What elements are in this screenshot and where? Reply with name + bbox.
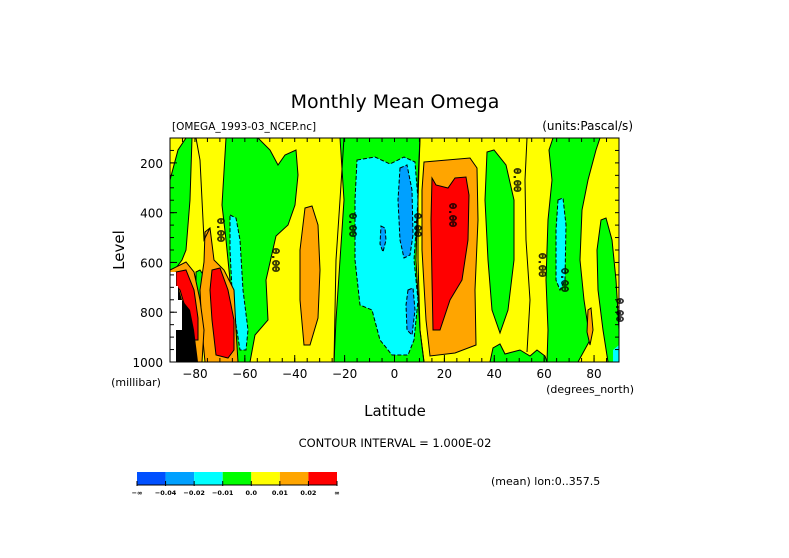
contour-line [417,138,425,362]
x-axis-units: (degrees_north) [546,383,634,396]
region-green-nh-60 [545,138,601,362]
colorbar-label: −∞ [132,489,143,497]
contour-label: 0.00 [536,253,547,277]
y-tick-label: 400 [140,207,163,221]
plot-area [170,138,619,362]
contour-label: 0.00 [214,218,225,242]
colorbar-swatch [137,472,166,485]
region-orange-nh-82 [586,307,594,346]
contour-line [524,138,531,353]
contour-interval-text: CONTOUR INTERVAL = 1.000E-02 [299,436,492,450]
region-cyan-nh-65 [555,197,567,292]
x-tick-label: 0 [391,367,399,381]
y-tick-label: 600 [140,256,163,270]
y-tick-label: 200 [140,157,163,171]
contour-label: 0.00 [511,168,522,192]
region-orange-sh-35 [299,205,321,346]
contour-label: 0.00 [411,213,422,237]
contour-label: 0.00 [446,203,457,227]
x-tick-label: 40 [487,367,502,381]
x-tick-label: 80 [586,367,601,381]
contour-label: 0.00 [559,268,570,292]
contour-line [195,138,211,242]
region-green-nh-45 [484,149,515,335]
colorbar-label: −0.01 [212,489,234,497]
region-green-nh-85 [596,217,619,362]
x-tick-label: −20 [332,367,357,381]
colorbar-swatch [222,472,252,485]
region-blue-tropics-a [397,164,414,259]
y-tick-label: 800 [140,306,163,320]
colorbar-label: −0.04 [155,489,177,497]
contour-label: 0.00 [347,213,358,237]
region-blue-tropics-b [379,225,387,254]
colorbar-label: 0.0 [246,489,258,497]
colorbar-label: 0.01 [272,489,289,497]
colorbar-label: ∞ [334,489,339,497]
region-green-nh-bottom [489,343,548,362]
y-tick-label: 1000 [132,356,163,370]
contour-label: 0.00 [269,248,280,272]
chart-title: Monthly Mean Omega [291,91,500,113]
footer-text: (mean) lon:0..357.5 [491,475,600,488]
region-red-nh-20 [430,176,470,331]
colorbar-swatch [194,472,223,485]
x-axis-title: Latitude [364,402,426,420]
colorbar-swatch [308,472,337,485]
file-label: [OMEGA_1993-03_NCEP.nc] [172,121,316,133]
contour-line [333,138,345,362]
region-red-sh-72 [209,267,235,359]
x-tick-label: 60 [537,367,552,381]
region-blue-tropics-c [405,287,416,337]
x-tick-label: −60 [232,367,257,381]
colorbar-swatch [279,472,309,485]
y-axis-units: (millibar) [111,376,161,389]
units-label: (units:Pascal/s) [542,119,633,133]
colorbar-label: −0.02 [183,489,204,497]
x-tick-label: −80 [182,367,207,381]
colorbar-label: 0.02 [300,489,316,497]
colorbar-swatch [165,472,195,485]
region-missing-white [170,272,182,362]
contour-label: 0.00 [614,298,625,322]
y-axis-title: Level [110,230,128,270]
colorbar-swatch [251,472,280,485]
x-tick-label: 20 [437,367,452,381]
region-cyan-sh-60 [229,214,249,351]
colorbar: −∞ −0.04 −0.02 −0.01 0.0 0.01 0.02 ∞ [132,472,340,497]
x-tick-label: −40 [282,367,307,381]
